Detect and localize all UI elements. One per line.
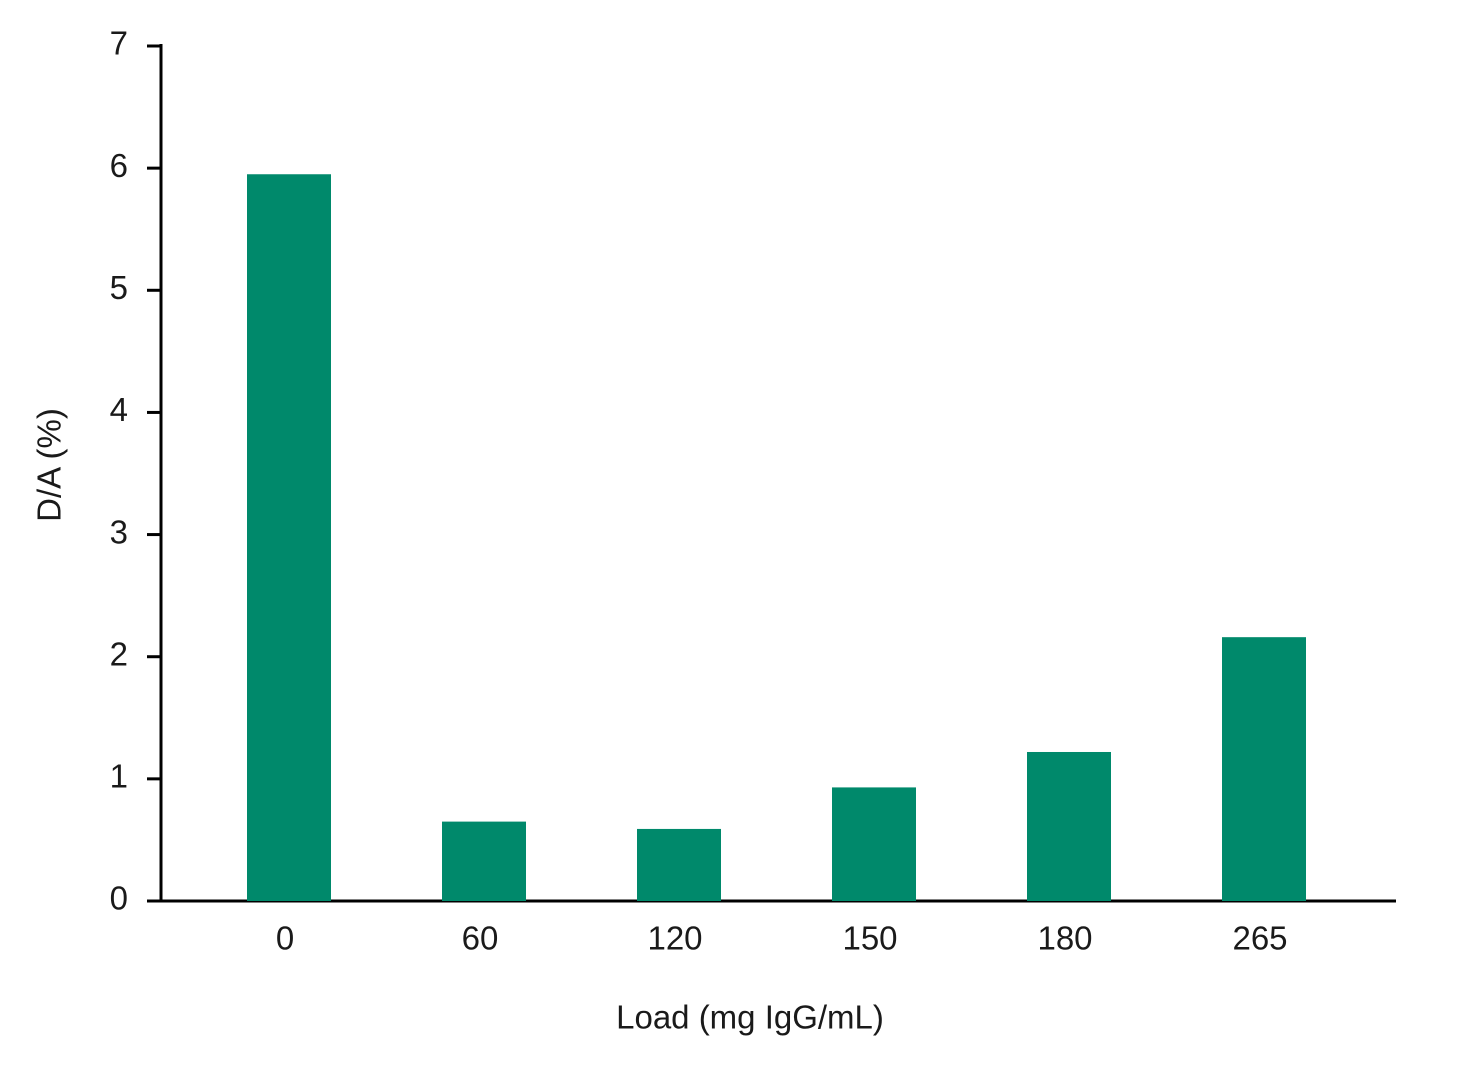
bar [442, 821, 526, 901]
bar [637, 828, 721, 901]
y-tick-label: 5 [110, 269, 128, 306]
x-tick-label: 60 [462, 920, 499, 957]
x-tick-label: 265 [1232, 920, 1287, 957]
y-tick-label: 2 [110, 635, 128, 672]
y-axis-title: D/A (%) [31, 408, 68, 522]
y-tick-label: 7 [110, 25, 128, 62]
bar [1222, 637, 1306, 901]
x-tick-label: 120 [647, 920, 702, 957]
x-axis-title: Load (mg IgG/mL) [616, 999, 884, 1036]
y-tick-label: 1 [110, 758, 128, 795]
y-tick-label: 4 [110, 391, 128, 428]
bar [1027, 751, 1111, 901]
y-tick-label: 0 [110, 880, 128, 917]
x-tick-label: 0 [276, 920, 294, 957]
x-tick-label: 180 [1037, 920, 1092, 957]
y-tick-label: 6 [110, 147, 128, 184]
x-tick-label: 150 [842, 920, 897, 957]
bar [247, 174, 331, 901]
bar [832, 787, 916, 901]
y-tick-label: 3 [110, 513, 128, 550]
